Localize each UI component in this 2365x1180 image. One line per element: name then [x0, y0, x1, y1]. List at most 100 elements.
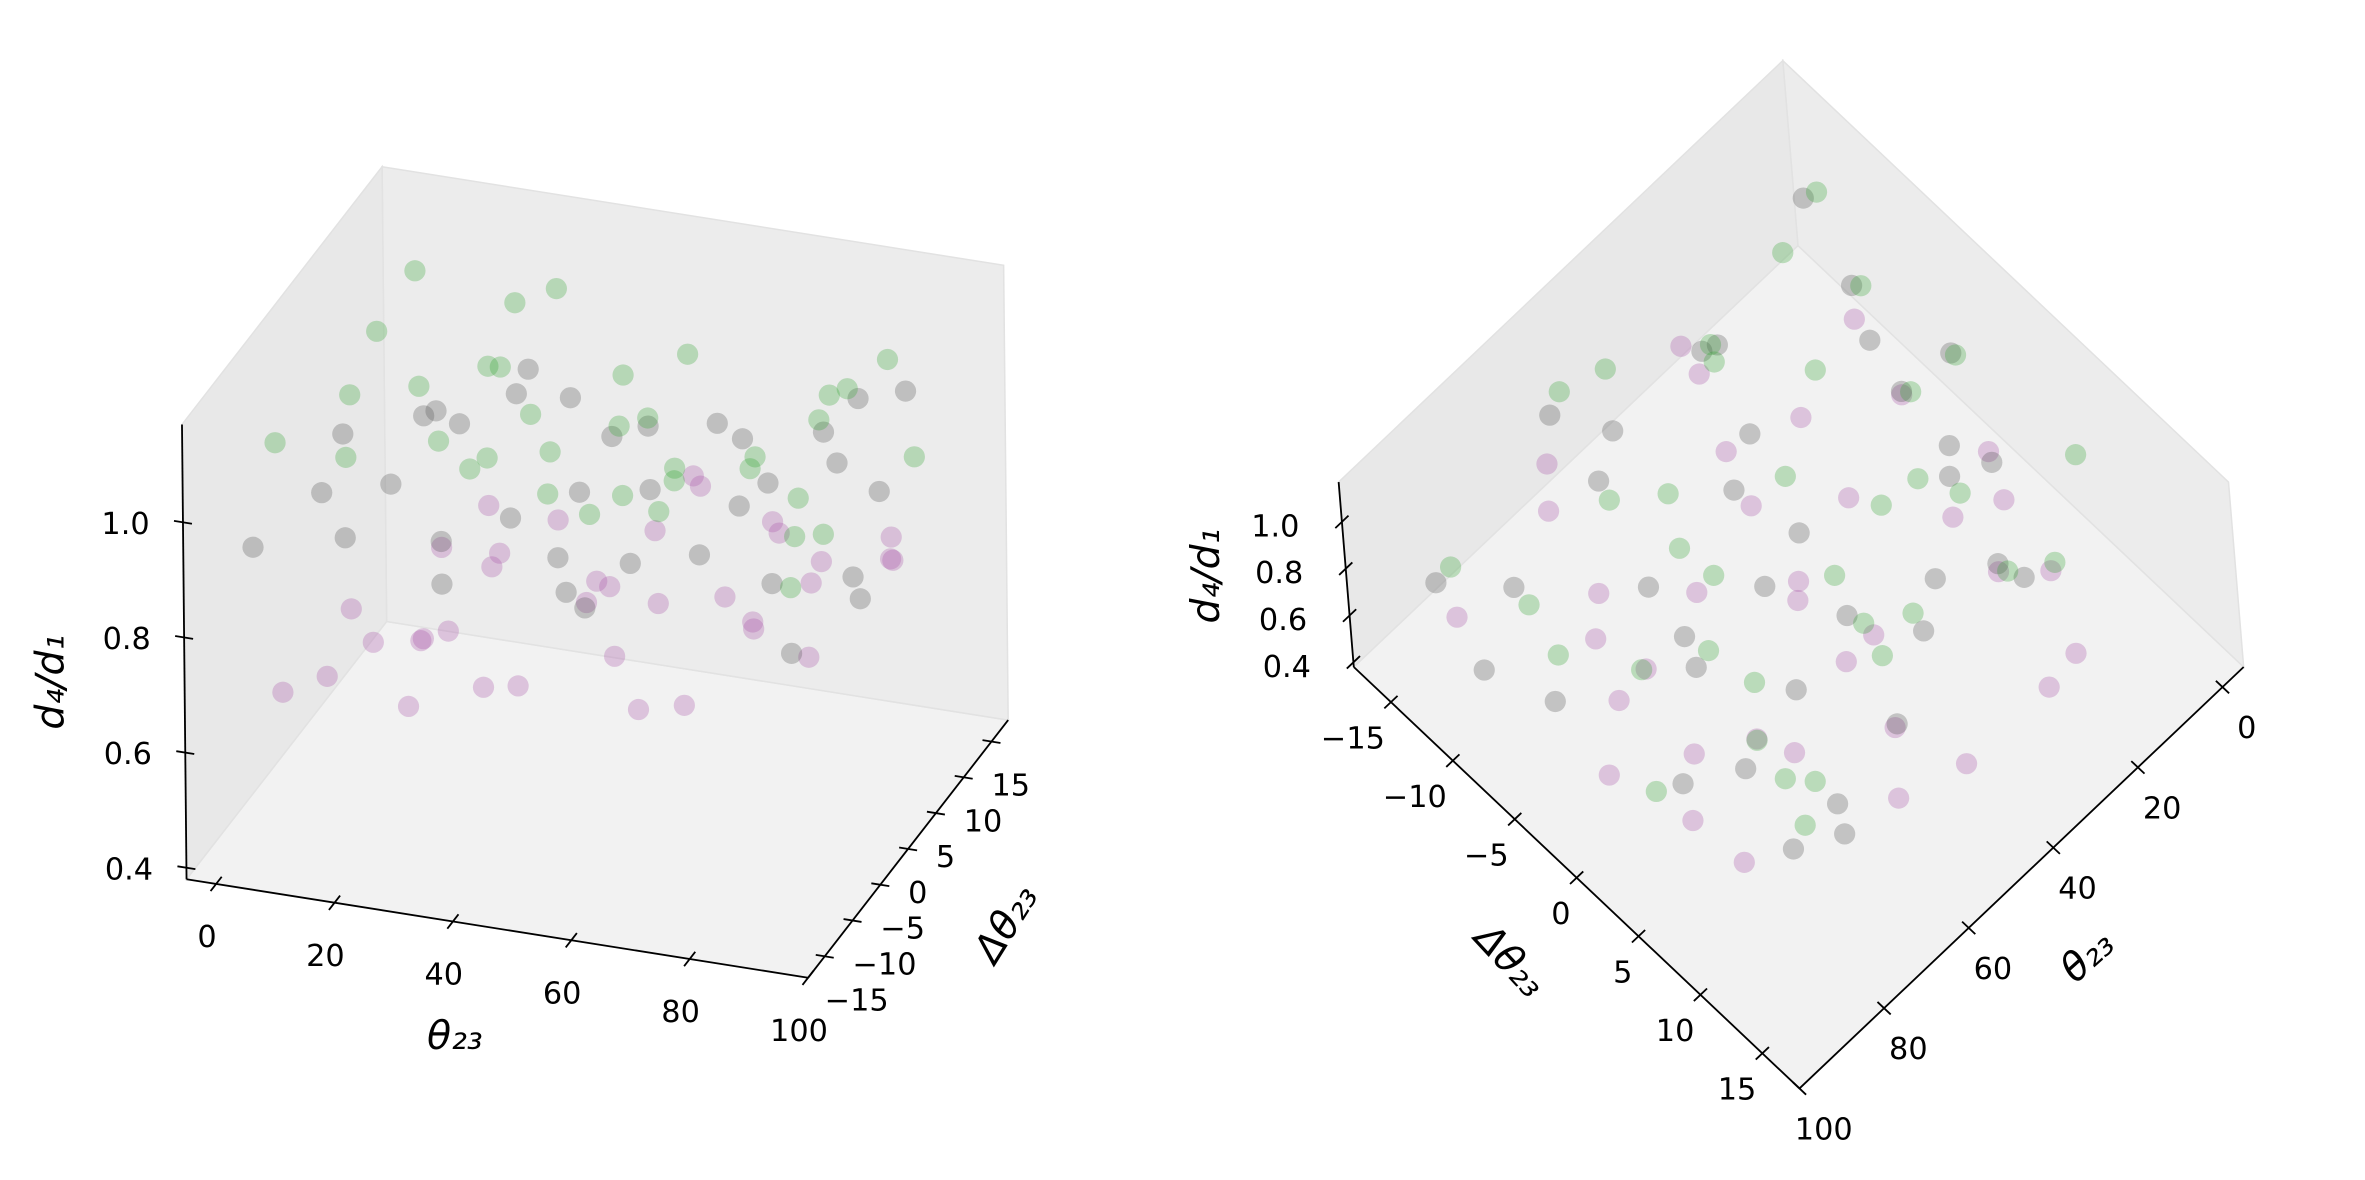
point [1439, 556, 1462, 578]
z-tick [177, 865, 196, 871]
point [332, 423, 354, 445]
point [1672, 773, 1694, 795]
point [1826, 793, 1849, 815]
y-axis-label: Δθ₂₃ [963, 876, 1047, 973]
point [1835, 651, 1857, 673]
point [761, 511, 784, 533]
point [1723, 479, 1745, 501]
point [706, 412, 728, 434]
point [1754, 575, 1776, 598]
z-axis-line [181, 424, 188, 880]
point [2038, 676, 2060, 698]
point [818, 384, 840, 406]
point [1682, 809, 1704, 832]
x-tick [1876, 1001, 1892, 1016]
point [639, 478, 661, 501]
point [1871, 645, 1893, 667]
point [1739, 423, 1761, 445]
point [1987, 561, 2010, 583]
point [1993, 489, 2015, 511]
point [784, 525, 806, 548]
point [728, 495, 750, 517]
point [1536, 453, 1558, 475]
point [1537, 500, 1560, 522]
point [1938, 434, 1960, 457]
point [731, 428, 754, 450]
point [1944, 344, 1967, 366]
y-tick-label: −15 [825, 983, 889, 1018]
point [2013, 566, 2035, 588]
y-tick-label: 15 [1718, 1073, 1757, 1108]
point [644, 520, 666, 542]
point [761, 572, 783, 595]
x-tick-label: 20 [2143, 791, 2182, 826]
point [335, 446, 357, 468]
point [787, 487, 809, 509]
point [1987, 553, 2009, 575]
panel: 0 20 40 60 80 100 θ₂₃ −15 −10 −5 0 5 10 15 Δθ₂₃ 0.4 0.6 0… [1183, 58, 2256, 1147]
point [472, 676, 495, 698]
y-tick [1693, 987, 1708, 1002]
x-axis-line [186, 878, 809, 979]
x-tick [2130, 760, 2146, 775]
point [842, 566, 864, 588]
y-tick [1755, 1046, 1770, 1061]
x-tick-label: 60 [543, 976, 582, 1011]
point [1902, 602, 1924, 624]
point [1955, 753, 1978, 775]
x-tick [209, 876, 223, 892]
z-tick [1342, 608, 1357, 623]
point [362, 631, 384, 653]
point [1548, 381, 1570, 403]
point [505, 383, 527, 405]
point [1805, 181, 1828, 203]
point [272, 681, 294, 703]
point [1843, 308, 1865, 330]
point [1804, 770, 1826, 793]
point [879, 548, 902, 570]
point [1824, 564, 1846, 586]
point [477, 355, 499, 377]
point [1772, 242, 1794, 264]
x-tick-label: 0 [2237, 711, 2256, 746]
point [1790, 406, 1812, 429]
point [431, 573, 453, 595]
point [537, 483, 559, 505]
z-tick-label: 0.4 [105, 852, 153, 887]
y-tick-label: −5 [880, 912, 925, 947]
point [430, 536, 453, 559]
point [481, 556, 503, 578]
point [476, 447, 498, 469]
point [397, 695, 420, 718]
point [1608, 689, 1630, 712]
point [1774, 465, 1796, 487]
y-tick [954, 775, 973, 780]
y-tick-label: −5 [1464, 839, 1509, 874]
point [586, 570, 608, 592]
z-tick [1346, 655, 1361, 670]
point [1685, 656, 1707, 678]
point [676, 343, 699, 365]
point [413, 405, 435, 427]
point [847, 387, 869, 410]
point [1836, 604, 1858, 627]
z-tick-label: 0.8 [103, 622, 151, 657]
point [1838, 487, 1860, 509]
y-tick-label: 5 [936, 840, 955, 875]
point [568, 481, 591, 503]
point [1594, 358, 1616, 380]
x-tick-label: 0 [197, 920, 216, 955]
point [340, 598, 362, 620]
point [1691, 340, 1713, 362]
x-tick [2046, 840, 2061, 855]
z-axis-line [1337, 481, 1355, 668]
point [1787, 589, 1809, 612]
point [601, 425, 623, 448]
point [430, 530, 452, 553]
x-tick-label: 60 [1974, 952, 2013, 987]
point [1774, 768, 1796, 790]
z-tick [176, 750, 195, 755]
z-tick-label: 0.6 [104, 737, 152, 772]
point [836, 378, 858, 400]
x-axis-label: θ₂₃ [427, 1013, 483, 1059]
